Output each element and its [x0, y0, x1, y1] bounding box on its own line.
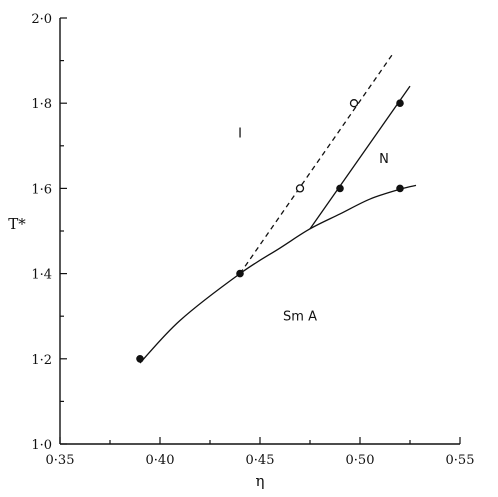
x-tick-label: 0·50 [346, 453, 375, 468]
points-group [136, 99, 404, 363]
filled-data-point [236, 269, 244, 278]
x-tick-label: 0·45 [246, 453, 275, 468]
filled-data-point [136, 355, 144, 363]
y-tick-label: 1·8 [31, 97, 52, 112]
x-tick-label: 0·40 [146, 453, 175, 468]
region-labels: I N Sm A [238, 126, 389, 324]
y-tick-label: 1·4 [31, 268, 52, 283]
y-axis-title: T* [8, 215, 26, 233]
series-line-0 [139, 184, 417, 364]
x-tick-label: 0·55 [446, 453, 475, 468]
open-data-point [295, 184, 305, 193]
y-ticks: 1·0 1·2 1·4 1·6 1·8 2·0 [31, 12, 67, 453]
series-line-1 [239, 51, 395, 274]
region-label: N [379, 152, 389, 167]
region-label: Sm A [283, 309, 317, 324]
y-tick-label: 1·2 [31, 353, 52, 368]
x-tick-label: 0·35 [46, 453, 75, 468]
axes [59, 18, 460, 445]
open-data-point [349, 99, 359, 108]
y-tick-label: 1·0 [31, 438, 52, 453]
filled-data-point [336, 184, 344, 193]
region-label: I [238, 126, 242, 141]
filled-data-point [396, 99, 404, 107]
y-tick-label: 2·0 [31, 12, 52, 27]
x-axis-title: η [256, 472, 265, 490]
series-line-2 [309, 85, 411, 230]
series-group [139, 51, 417, 364]
y-tick-label: 1·6 [31, 182, 52, 197]
filled-data-point [396, 184, 404, 193]
x-ticks: 0·35 0·40 0·45 0·50 0·55 [46, 437, 475, 468]
